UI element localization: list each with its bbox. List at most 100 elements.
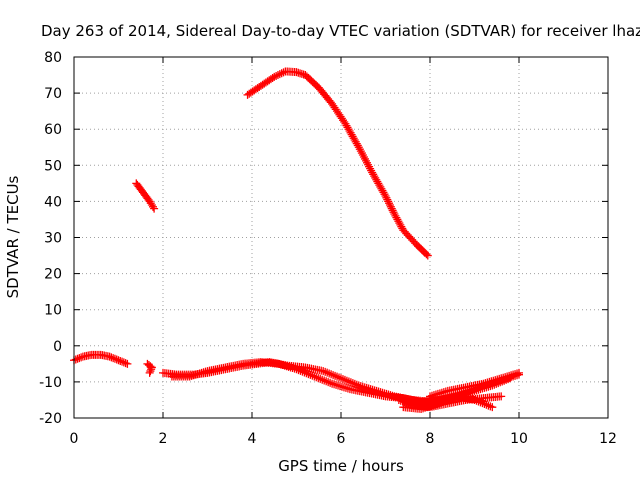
data-point	[272, 71, 281, 80]
data-point	[448, 393, 457, 402]
data-point	[148, 202, 157, 211]
data-point	[346, 378, 355, 387]
data-point	[480, 399, 489, 408]
data-point	[325, 369, 334, 378]
data-point	[107, 353, 116, 362]
grid-lines	[74, 57, 608, 418]
data-points	[70, 67, 523, 413]
data-point	[484, 401, 493, 410]
data-point	[304, 370, 313, 379]
data-point	[384, 197, 393, 206]
series-short-segment	[132, 179, 159, 213]
data-point	[423, 251, 432, 260]
y-tick-label: 20	[44, 267, 62, 283]
data-point	[438, 397, 447, 406]
series-late-spread-b	[399, 392, 497, 413]
data-point	[342, 376, 351, 385]
data-point	[114, 356, 123, 365]
data-point	[147, 365, 156, 374]
data-point	[324, 378, 333, 387]
series-late-spread-c	[426, 368, 523, 401]
data-point	[386, 202, 395, 211]
data-point	[335, 373, 344, 382]
data-point	[322, 377, 331, 386]
data-point	[308, 371, 317, 380]
data-point	[273, 71, 282, 80]
data-point	[402, 399, 411, 408]
data-point	[472, 396, 481, 405]
data-point	[395, 219, 404, 228]
data-point	[298, 367, 307, 376]
x-axis-label: GPS time / hours	[278, 457, 404, 475]
data-point	[145, 368, 154, 377]
data-point	[71, 355, 80, 364]
data-point	[344, 377, 353, 386]
data-point	[382, 193, 391, 202]
data-point	[515, 368, 523, 377]
data-point	[385, 199, 394, 208]
x-tick-label: 0	[70, 431, 79, 447]
data-point	[396, 396, 405, 405]
x-tick-label: 10	[510, 431, 528, 447]
data-point	[380, 190, 389, 199]
data-point	[381, 191, 390, 200]
data-point	[440, 397, 449, 406]
data-point	[296, 366, 305, 375]
y-tick-label: 10	[44, 303, 62, 319]
data-point	[470, 395, 479, 404]
data-point	[300, 368, 309, 377]
data-point	[446, 394, 455, 403]
data-point	[292, 365, 301, 374]
data-point	[338, 375, 347, 384]
data-point	[444, 395, 453, 404]
data-point	[387, 204, 396, 213]
data-point	[390, 210, 399, 219]
y-tick-label: 40	[44, 194, 62, 210]
data-point	[348, 379, 357, 388]
data-point	[497, 392, 506, 401]
x-tick-label: 6	[337, 431, 346, 447]
data-point	[436, 398, 445, 407]
data-point	[340, 375, 349, 384]
series-mid-low-b	[167, 358, 515, 406]
y-tick-label: 0	[53, 339, 62, 355]
data-point	[146, 367, 155, 376]
series-early-low	[70, 350, 132, 368]
data-point	[294, 366, 303, 375]
series-upper-arc	[243, 67, 432, 260]
data-point	[392, 213, 401, 222]
x-tick-label: 8	[426, 431, 435, 447]
data-point	[422, 250, 431, 259]
x-tick-label: 12	[599, 431, 617, 447]
x-tick-label: 2	[159, 431, 168, 447]
y-tick-label: 30	[44, 231, 62, 247]
data-point	[109, 354, 118, 363]
y-tick-label: -10	[39, 375, 62, 391]
data-point	[116, 356, 125, 365]
data-point	[385, 201, 394, 210]
y-tick-label: -20	[39, 411, 62, 427]
data-point	[474, 397, 483, 406]
data-point	[329, 371, 338, 380]
data-point	[333, 372, 342, 381]
data-point	[147, 363, 156, 372]
y-tick-label: 50	[44, 158, 62, 174]
data-point	[275, 70, 284, 79]
data-point	[77, 353, 86, 362]
data-point	[442, 396, 451, 405]
data-point	[302, 369, 311, 378]
data-point	[110, 354, 119, 363]
y-tick-label: 80	[44, 50, 62, 66]
data-point	[396, 220, 405, 229]
data-point	[123, 359, 132, 368]
data-point	[277, 69, 286, 78]
data-point	[112, 355, 121, 364]
chart-title: Day 263 of 2014, Sidereal Day-to-day VTE…	[41, 22, 640, 40]
data-point	[391, 211, 400, 220]
y-axis-label: SDTVAR / TECUs	[4, 175, 22, 298]
data-point	[397, 222, 406, 231]
data-point	[350, 379, 359, 388]
data-point	[478, 399, 487, 408]
data-point	[482, 400, 491, 409]
data-point	[314, 374, 323, 383]
